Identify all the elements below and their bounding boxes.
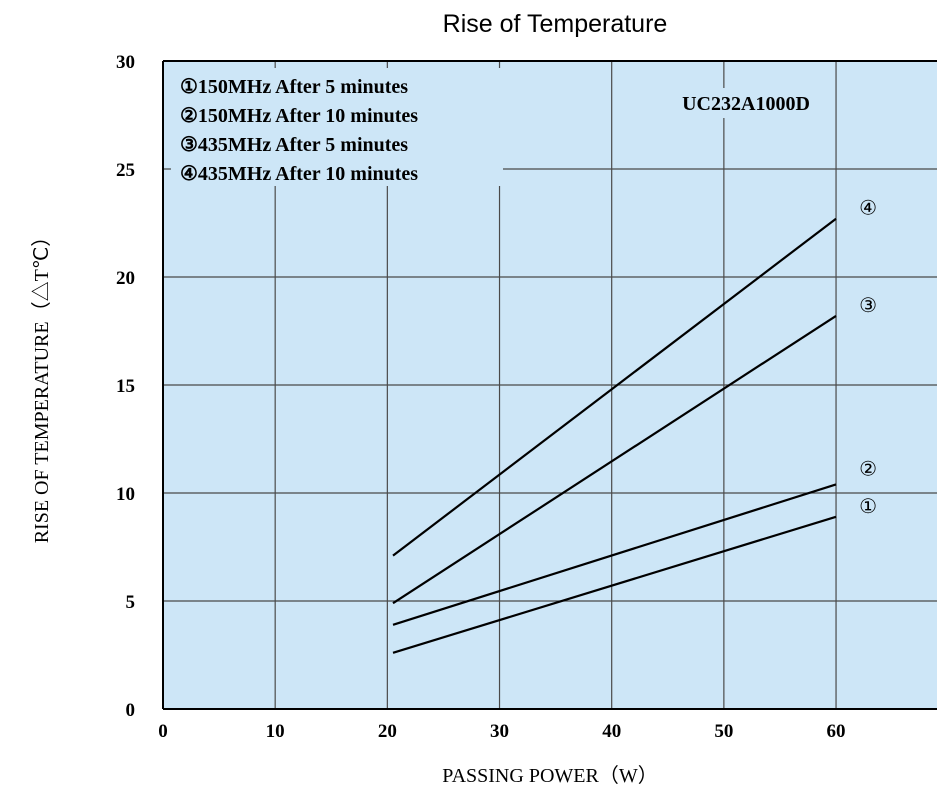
chart-title: Rise of Temperature [443, 10, 668, 38]
series-end-label-3: ③ [859, 293, 877, 317]
y-tick-label: 15 [116, 376, 135, 397]
series-end-label-4: ④ [859, 196, 877, 220]
series-end-label-1: ① [859, 494, 877, 518]
y-axis-label: RISE OF TEMPERATURE（△T℃） [30, 227, 53, 544]
series-end-label-2: ② [859, 456, 877, 480]
x-tick-label: 40 [602, 721, 621, 742]
series-line-3 [392, 314, 837, 605]
series-end-labels: ① ② ③ ④ [859, 196, 877, 518]
model-label-box [658, 88, 834, 118]
x-tick-label: 30 [490, 721, 509, 742]
y-tick-label: 30 [116, 52, 135, 73]
x-axis-label: PASSING POWER（W） [442, 764, 657, 787]
series-lines [392, 217, 837, 654]
y-tick-label: 25 [116, 160, 135, 181]
legend-entry-3: ③435MHz After 5 minutes [180, 134, 408, 156]
axis-ticks: 0 10 20 30 40 50 60 0 5 10 15 20 25 30 [116, 52, 846, 742]
series-line-1 [392, 515, 837, 654]
x-tick-label: 20 [378, 721, 397, 742]
y-tick-label: 0 [126, 700, 136, 721]
x-tick-label: 0 [158, 721, 168, 742]
x-tick-label: 50 [714, 721, 733, 742]
legend-entry-1: ①150MHz After 5 minutes [180, 76, 408, 98]
series-line-4 [392, 217, 837, 557]
legend-entry-4: ④435MHz After 10 minutes [180, 163, 418, 185]
legend-box [171, 68, 503, 186]
y-tick-label: 20 [116, 268, 135, 289]
x-tick-label: 10 [266, 721, 285, 742]
model-label: UC232A1000D [682, 93, 810, 115]
y-tick-label: 10 [116, 484, 135, 505]
y-tick-label: 5 [126, 592, 136, 613]
x-tick-label: 60 [827, 721, 846, 742]
legend-entry-2: ②150MHz After 10 minutes [180, 105, 418, 127]
series-line-2 [392, 483, 837, 626]
